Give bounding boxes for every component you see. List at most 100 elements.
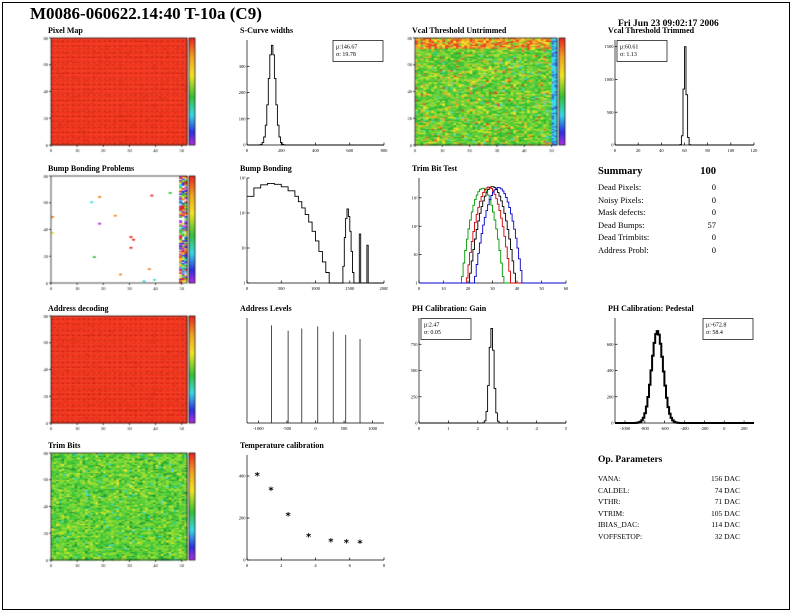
svg-text:1: 1 [415,281,417,286]
row-value: 105 DAC [711,508,740,518]
chart-title-trim-bits: Trim Bits [48,441,81,450]
svg-text:500: 500 [341,426,349,431]
row-label: Dead Trimbits: [598,232,650,242]
svg-text:500: 500 [607,110,615,115]
row-value: 71 DAC [714,497,740,506]
temperature-calibration-scatter: 0 2 4 6 8 0 200 400 * * * * * * * [230,451,388,569]
svg-text:8: 8 [383,563,386,568]
vcal-threshold-trimmed-plot: 0 20 40 60 80 100 120 0 500 1000 1500 μ:60.61σ: 1.1… [605,40,758,153]
text-row: Dead Trimbits: 0 [598,231,716,244]
page-title: M0086-060622.14:40 T-10a (C9) [30,4,262,23]
chart-title-vcal-untrimmed: Vcal Threshold Untrimmed [412,26,507,35]
svg-text:0: 0 [614,148,617,153]
svg-text:-600: -600 [661,426,670,431]
svg-text:6: 6 [349,563,352,568]
timestamp: Fri Jun 23 09:02:17 2006 [618,19,719,29]
svg-text:1: 1 [447,426,449,431]
panel-pixel-map: Pixel Map [38,26,200,154]
svg-text:20: 20 [636,148,641,153]
svg-text:100: 100 [727,148,735,153]
svg-text:-400: -400 [680,426,689,431]
svg-text:0: 0 [418,426,421,431]
svg-text:-1000: -1000 [253,426,264,431]
panel-vcal-threshold-trimmed: Vcal Threshold Trimmed 0 20 40 60 80 100 120 0 5… [598,26,759,154]
svg-text:0: 0 [246,148,249,153]
trim-bits-canvas [38,451,200,569]
svg-text:400: 400 [312,148,320,153]
address-levels-histogram: -1000 -500 0 500 1000 [230,314,388,432]
svg-text:5: 5 [565,426,568,431]
svg-text:0: 0 [243,143,246,148]
svg-text:-200: -200 [700,426,709,431]
ph-calibration-pedestal-plot: -1000 -800 -600 -400 -200 0 200 0 200 400 600 μ:-67… [607,318,754,431]
summary-score: 100 [700,166,716,177]
svg-text:10³: 10³ [240,176,247,181]
text-row: Dead Pixels: 0 [598,181,716,194]
svg-text:10²: 10² [412,224,419,229]
svg-text:μ:-672.8: μ:-672.8 [706,323,726,329]
text-row: VTHR: 71 DAC [598,496,740,508]
row-value: 0 [711,244,716,255]
svg-text:*: * [255,471,261,482]
svg-text:50: 50 [539,286,544,291]
bump-bonding-plot: 0 500 1000 1500 2000 1 10 10² 10³ [240,176,390,291]
panel-address-levels: Address Levels -1000 -500 0 500 1000 [230,304,388,432]
text-row: Mask defects: 0 [598,206,716,219]
row-value: 74 DAC [714,485,740,495]
svg-text:0: 0 [611,421,614,426]
ph-pedestal-histogram: -1000 -800 -600 -400 -200 0 200 0 200 400 600 μ:-67… [598,314,758,432]
svg-text:2000: 2000 [380,286,389,291]
panel-vcal-threshold-untrimmed: Vcal Threshold Untrimmed [402,26,570,154]
svg-text:250: 250 [411,394,419,399]
row-label: VTRIM: [598,508,625,518]
op-parameters-heading: Op. Parameters [598,455,663,465]
address-decoding-heatmap [38,314,200,432]
text-row: VTRIM: 105 DAC [598,508,740,520]
svg-text:0: 0 [246,563,249,568]
row-label: Dead Bumps: [598,219,645,230]
row-label: Dead Pixels: [598,182,642,192]
svg-text:10: 10 [441,286,446,291]
svg-text:40: 40 [659,148,664,153]
svg-text:200: 200 [239,516,247,521]
svg-text:1000: 1000 [605,77,615,82]
row-value: 114 DAC [711,520,740,529]
chart-title-address-decoding: Address decoding [48,304,109,313]
svg-text:σ: 1.13: σ: 1.13 [620,52,637,58]
svg-text:-800: -800 [641,426,650,431]
svg-text:σ: 0.05: σ: 0.05 [424,330,441,336]
row-label: VANA: [598,474,621,483]
chart-title-ph-pedestal: PH Calibration: Pedestal [608,304,694,313]
row-value: 0 [711,232,716,242]
bump-bonding-problems-canvas [38,174,200,292]
svg-text:0: 0 [723,426,726,431]
text-row: Noisy Pixels: 0 [598,194,716,207]
svg-text:800: 800 [381,148,388,153]
scurve-widths-histogram: 0 200 400 600 800 0 100 200 300 μ:146.67 σ: 19.78 [230,36,388,154]
svg-text:σ: 58.4: σ: 58.4 [706,330,723,336]
svg-text:4: 4 [314,563,317,568]
row-label: VTHR: [598,497,621,506]
svg-text:*: * [344,538,350,549]
op-parameters-rows: VANA: 156 DAC CALDEL: 74 DAC VTHR: 71 DAC VTRI… [598,473,758,542]
text-row: CALDEL: 74 DAC [598,485,740,497]
svg-text:0: 0 [243,558,246,563]
address-levels-plot: -1000 -500 0 500 1000 [246,318,384,431]
chart-title-bump-bonding-problems: Bump Bonding Problems [48,164,135,173]
row-value: 32 DAC [714,531,740,541]
chart-title-ph-gain: PH Calibration: Gain [412,304,487,313]
bump-bonding-histogram: 0 500 1000 1500 2000 1 10 10² 10³ [230,174,390,292]
svg-text:10: 10 [241,246,246,251]
panel-ph-calibration-gain: PH Calibration: Gain 0 1 2 3 4 5 0 250 500 750 μ:2… [402,304,570,432]
svg-text:*: * [328,537,334,548]
svg-text:500: 500 [278,286,286,291]
svg-text:30: 30 [490,286,495,291]
svg-text:60: 60 [564,286,569,291]
panel-trim-bit-test: Trim Bit Test 0 10 20 30 40 50 60 1 10 10² 10³ [402,164,570,292]
panel-scurve-widths: S-Curve widths 0 200 400 600 800 0 100 200 300 μ:… [230,26,388,154]
row-value: 156 DAC [711,474,740,483]
chart-title-trim-bit-test: Trim Bit Test [412,164,458,173]
trim-bit-test-histogram: 0 10 20 30 40 50 60 1 10 10² 10³ [402,174,570,292]
svg-text:*: * [268,486,274,497]
